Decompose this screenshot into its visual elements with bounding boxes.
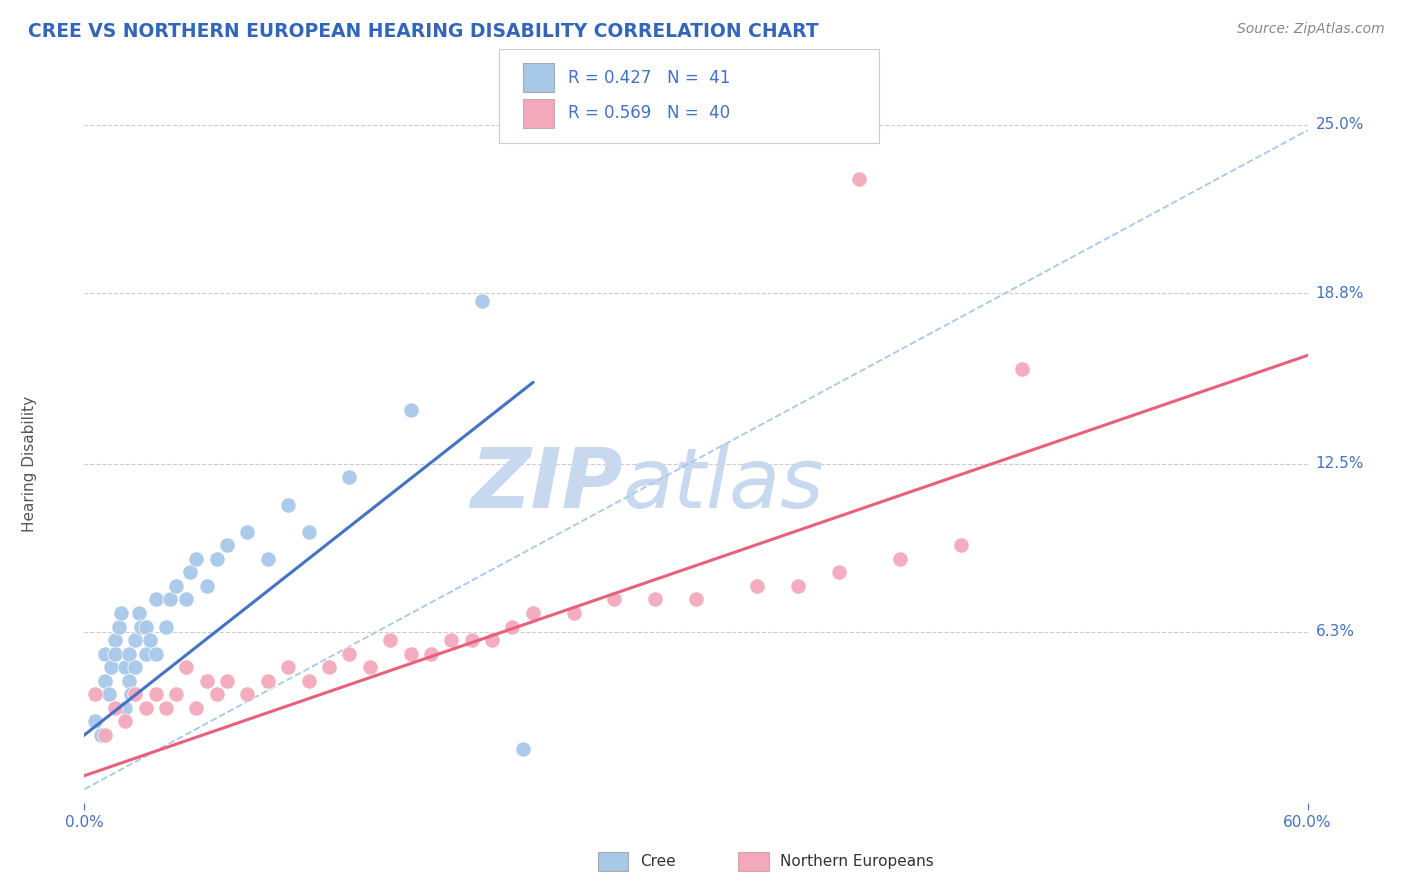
Point — [93, 673, 115, 688]
Point — [950, 538, 973, 552]
Point — [195, 673, 218, 688]
Text: 25.0%: 25.0% — [1316, 118, 1364, 132]
Point — [380, 633, 402, 648]
Point — [471, 294, 494, 309]
Point — [461, 633, 484, 648]
Text: R = 0.569   N =  40: R = 0.569 N = 40 — [568, 104, 730, 122]
Point — [124, 660, 146, 674]
Point — [685, 592, 707, 607]
Point — [83, 714, 105, 729]
Point — [114, 701, 136, 715]
Point — [186, 551, 208, 566]
Point — [145, 592, 167, 607]
Point — [359, 660, 381, 674]
Point — [440, 633, 463, 648]
Point — [205, 687, 228, 701]
Point — [97, 687, 120, 701]
Point — [124, 687, 146, 701]
Point — [205, 551, 228, 566]
Point — [399, 647, 422, 661]
Text: CREE VS NORTHERN EUROPEAN HEARING DISABILITY CORRELATION CHART: CREE VS NORTHERN EUROPEAN HEARING DISABI… — [28, 22, 818, 41]
Point — [186, 701, 208, 715]
Point — [124, 633, 146, 648]
Point — [420, 647, 443, 661]
Point — [787, 579, 810, 593]
Point — [174, 592, 197, 607]
Point — [481, 633, 503, 648]
Point — [512, 741, 534, 756]
Point — [562, 606, 585, 620]
Point — [118, 647, 141, 661]
Point — [747, 579, 769, 593]
Point — [165, 687, 187, 701]
Point — [110, 606, 132, 620]
Text: 12.5%: 12.5% — [1316, 457, 1364, 471]
Point — [104, 701, 127, 715]
Point — [135, 619, 157, 633]
Point — [145, 687, 167, 701]
Point — [100, 660, 122, 674]
Text: Source: ZipAtlas.com: Source: ZipAtlas.com — [1237, 22, 1385, 37]
Point — [145, 647, 167, 661]
Point — [889, 551, 911, 566]
Point — [108, 619, 131, 633]
Point — [155, 701, 177, 715]
Point — [298, 524, 321, 539]
Point — [339, 470, 360, 484]
Point — [318, 660, 340, 674]
Point — [114, 660, 136, 674]
Point — [104, 633, 127, 648]
Point — [298, 673, 321, 688]
Point — [644, 592, 666, 607]
Point — [165, 579, 187, 593]
Text: Cree: Cree — [640, 855, 675, 869]
Point — [603, 592, 626, 607]
Point — [155, 619, 177, 633]
Point — [217, 538, 239, 552]
Text: R = 0.427   N =  41: R = 0.427 N = 41 — [568, 69, 730, 87]
Point — [277, 660, 299, 674]
Text: 18.8%: 18.8% — [1316, 285, 1364, 301]
Point — [339, 647, 360, 661]
Point — [120, 687, 142, 701]
Point — [114, 714, 136, 729]
Point — [135, 701, 157, 715]
Point — [501, 619, 523, 633]
Point — [131, 619, 153, 633]
Point — [217, 673, 239, 688]
Text: Hearing Disability: Hearing Disability — [22, 396, 37, 532]
Point — [522, 606, 544, 620]
Point — [848, 172, 870, 186]
Text: Northern Europeans: Northern Europeans — [780, 855, 934, 869]
Point — [236, 524, 259, 539]
Point — [90, 728, 112, 742]
Point — [827, 566, 849, 580]
Point — [257, 673, 280, 688]
Point — [174, 660, 197, 674]
Point — [93, 728, 115, 742]
Point — [257, 551, 280, 566]
Point — [83, 687, 105, 701]
Point — [277, 498, 299, 512]
Point — [128, 606, 150, 620]
Point — [399, 402, 422, 417]
Point — [118, 673, 141, 688]
Point — [138, 633, 160, 648]
Point — [135, 647, 157, 661]
Point — [159, 592, 181, 607]
Point — [1011, 362, 1033, 376]
Point — [104, 647, 127, 661]
Text: atlas: atlas — [623, 443, 824, 524]
Point — [93, 647, 115, 661]
Point — [236, 687, 259, 701]
Text: ZIP: ZIP — [470, 443, 623, 524]
Point — [195, 579, 218, 593]
Text: 6.3%: 6.3% — [1316, 624, 1355, 640]
Point — [179, 566, 201, 580]
